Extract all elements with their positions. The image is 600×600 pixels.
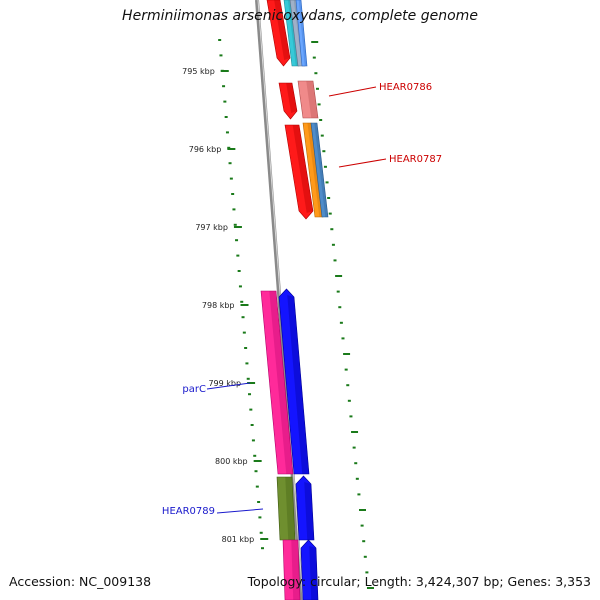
- gene-feature-blue-parC-shade: [287, 295, 309, 474]
- gene-feature-pink-bottom[interactable]: [282, 539, 301, 600]
- scale-tick-label: 799 kbp: [208, 379, 241, 388]
- genome-summary-text: Topology: circular; Length: 3,424,307 bp…: [247, 574, 591, 589]
- gene-feature-red-0786[interactable]: [278, 82, 298, 120]
- gene-feature-salmon-0786-shade: [306, 81, 318, 118]
- gene-feature-pink-parC[interactable]: [260, 290, 294, 475]
- scale-tick-label: 801 kbp: [222, 535, 255, 544]
- gene-feature-red-top[interactable]: [266, 0, 291, 67]
- gene-feature-lightblue-top-shade: [298, 0, 307, 66]
- scale-tick-label: 796 kbp: [189, 145, 222, 154]
- genome-title: Herminiimonas arsenicoxydans, complete g…: [122, 8, 478, 24]
- scale-tick-label: 800 kbp: [215, 457, 248, 466]
- gene-label[interactable]: parC: [182, 384, 206, 395]
- gene-feature-steelblue-0787[interactable]: [310, 122, 329, 218]
- gene-feature-blue-bottom-shade: [309, 546, 318, 600]
- gene-label-leader: [328, 86, 377, 97]
- scale-tick-label: 797 kbp: [195, 223, 228, 232]
- scale-tick-label: 798 kbp: [202, 301, 235, 310]
- gene-label[interactable]: HEAR0787: [389, 154, 442, 165]
- gene-feature-red-0786-shade: [286, 83, 297, 113]
- gene-feature-pink-parC-shade: [269, 291, 293, 474]
- gene-feature-blue-0789[interactable]: [295, 475, 315, 541]
- gene-feature-steelblue-0787-shade: [314, 123, 328, 217]
- gene-feature-red-top-shade: [274, 0, 290, 60]
- gene-feature-blue-0789-shade: [304, 482, 314, 540]
- gene-feature-blue-parC[interactable]: [278, 288, 310, 475]
- gene-feature-pink-bottom-shade: [291, 540, 300, 600]
- scale-tick-label: 795 kbp: [182, 67, 215, 76]
- accession-text: Accession: NC_009138: [9, 574, 152, 589]
- gene-label[interactable]: HEAR0786: [379, 82, 432, 93]
- gene-feature-lightblue-top[interactable]: [295, 0, 308, 67]
- gene-label[interactable]: HEAR0789: [162, 506, 215, 517]
- gene-feature-red-0787[interactable]: [284, 124, 314, 220]
- gene-label-leader: [206, 382, 251, 390]
- gene-label-leader: [338, 158, 387, 168]
- gene-feature-olive-0789-shade: [285, 477, 295, 540]
- gene-feature-salmon-0786[interactable]: [297, 80, 319, 119]
- gene-feature-blue-bottom[interactable]: [300, 539, 319, 600]
- gene-label-leader: [216, 508, 264, 514]
- gene-feature-red-0787-shade: [292, 125, 313, 213]
